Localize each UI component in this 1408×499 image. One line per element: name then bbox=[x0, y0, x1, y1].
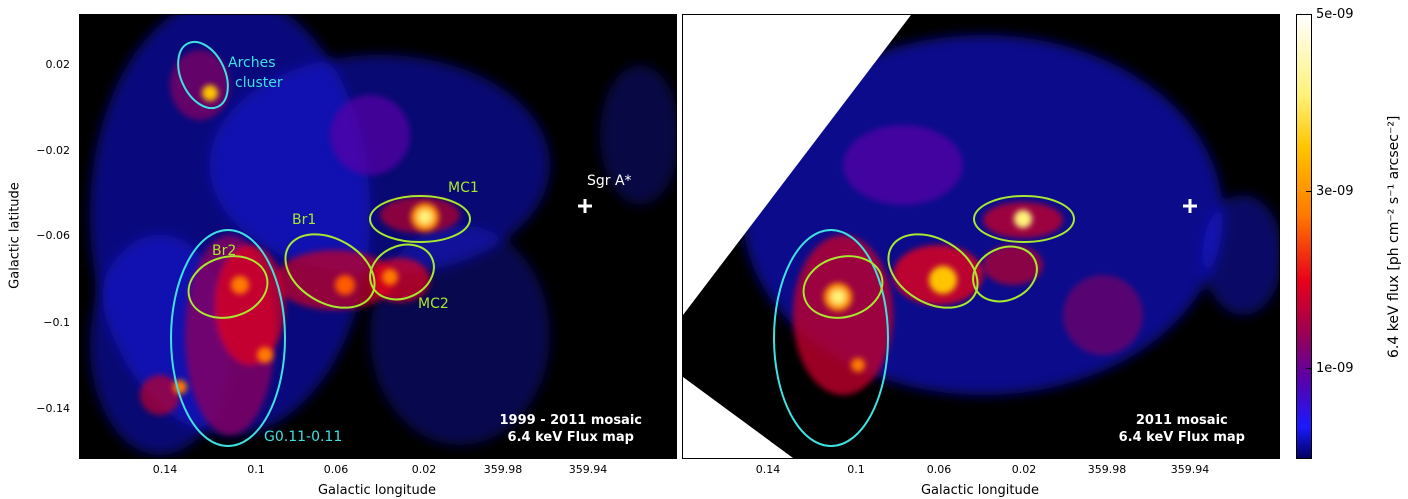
br2-ellipse bbox=[187, 255, 269, 319]
right-flux-map: 2011 mosaic 6.4 keV Flux map bbox=[682, 14, 1280, 459]
y-tick: 0.02 bbox=[45, 58, 71, 71]
coverage-mask-top bbox=[683, 15, 911, 315]
sgra-label: Sgr A* bbox=[587, 173, 632, 189]
colorbar-tick-mark bbox=[1306, 14, 1312, 15]
x-tick: 0.14 bbox=[152, 463, 178, 476]
x-tick: 0.02 bbox=[1011, 463, 1037, 476]
x-axis-label-left: Galactic longitude bbox=[317, 483, 436, 498]
g011-ellipse bbox=[170, 229, 286, 447]
colorbar-tick: 1e-09 bbox=[1316, 361, 1354, 376]
arches-ellipse bbox=[177, 40, 229, 110]
left-mosaic-line2: 6.4 keV Flux map bbox=[507, 430, 634, 445]
x-tick: 0.1 bbox=[847, 463, 865, 476]
right-mosaic-caption: 2011 mosaic 6.4 keV Flux map bbox=[1119, 412, 1245, 446]
colorbar-tick: 5e-09 bbox=[1316, 7, 1354, 22]
mc2-label: MC2 bbox=[418, 296, 449, 312]
sgra-cross-icon-right bbox=[1183, 199, 1197, 213]
arches-label-2: cluster bbox=[235, 75, 283, 91]
y-tick: −0.1 bbox=[43, 316, 70, 329]
colorbar bbox=[1296, 14, 1312, 459]
mc1-label: MC1 bbox=[448, 180, 479, 196]
sgra-cross-icon bbox=[578, 199, 592, 213]
y-tick: −0.14 bbox=[36, 402, 70, 415]
right-mosaic-line1: 2011 mosaic bbox=[1135, 413, 1228, 428]
br2-label: Br2 bbox=[212, 243, 236, 259]
x-tick: 0.02 bbox=[411, 463, 437, 476]
colorbar-label: 6.4 keV flux [ph cm⁻² s⁻¹ arcsec⁻²] bbox=[1386, 115, 1402, 358]
x-axis-label-right: Galactic longitude bbox=[920, 483, 1039, 498]
left-mosaic-caption: 1999 - 2011 mosaic 6.4 keV Flux map bbox=[500, 412, 643, 446]
arches-label-1: Arches bbox=[228, 55, 276, 71]
x-tick: 0.1 bbox=[247, 463, 265, 476]
y-tick: −0.06 bbox=[36, 229, 70, 242]
mc1-ellipse bbox=[369, 195, 471, 243]
x-tick: 0.06 bbox=[926, 463, 952, 476]
right-mosaic-line2: 6.4 keV Flux map bbox=[1118, 430, 1245, 445]
y-tick: −0.02 bbox=[36, 144, 70, 157]
x-tick: 359.94 bbox=[1170, 463, 1210, 476]
colorbar-tick-mark bbox=[1306, 368, 1312, 369]
x-tick: 0.14 bbox=[755, 463, 781, 476]
mc2-ellipse bbox=[369, 243, 435, 301]
x-tick: 0.06 bbox=[323, 463, 349, 476]
colorbar-tick-mark bbox=[1306, 191, 1312, 192]
left-map-image: Arches cluster Sgr A* MC1 Br1 Br2 MC2 G0… bbox=[90, 15, 676, 455]
br1-label: Br1 bbox=[292, 212, 316, 228]
x-tick: 359.94 bbox=[568, 463, 608, 476]
right-map-image bbox=[683, 15, 1279, 458]
x-tick: 359.98 bbox=[1087, 463, 1127, 476]
x-tick: 359.98 bbox=[483, 463, 523, 476]
g011-label: G0.11-0.11 bbox=[264, 429, 342, 445]
br1-ellipse bbox=[284, 233, 376, 309]
colorbar-tick: 3e-09 bbox=[1316, 184, 1354, 199]
left-mosaic-line1: 1999 - 2011 mosaic bbox=[499, 413, 643, 428]
left-flux-map: Arches cluster Sgr A* MC1 Br1 Br2 MC2 G0… bbox=[79, 14, 677, 459]
coverage-mask-bottom bbox=[683, 377, 793, 458]
